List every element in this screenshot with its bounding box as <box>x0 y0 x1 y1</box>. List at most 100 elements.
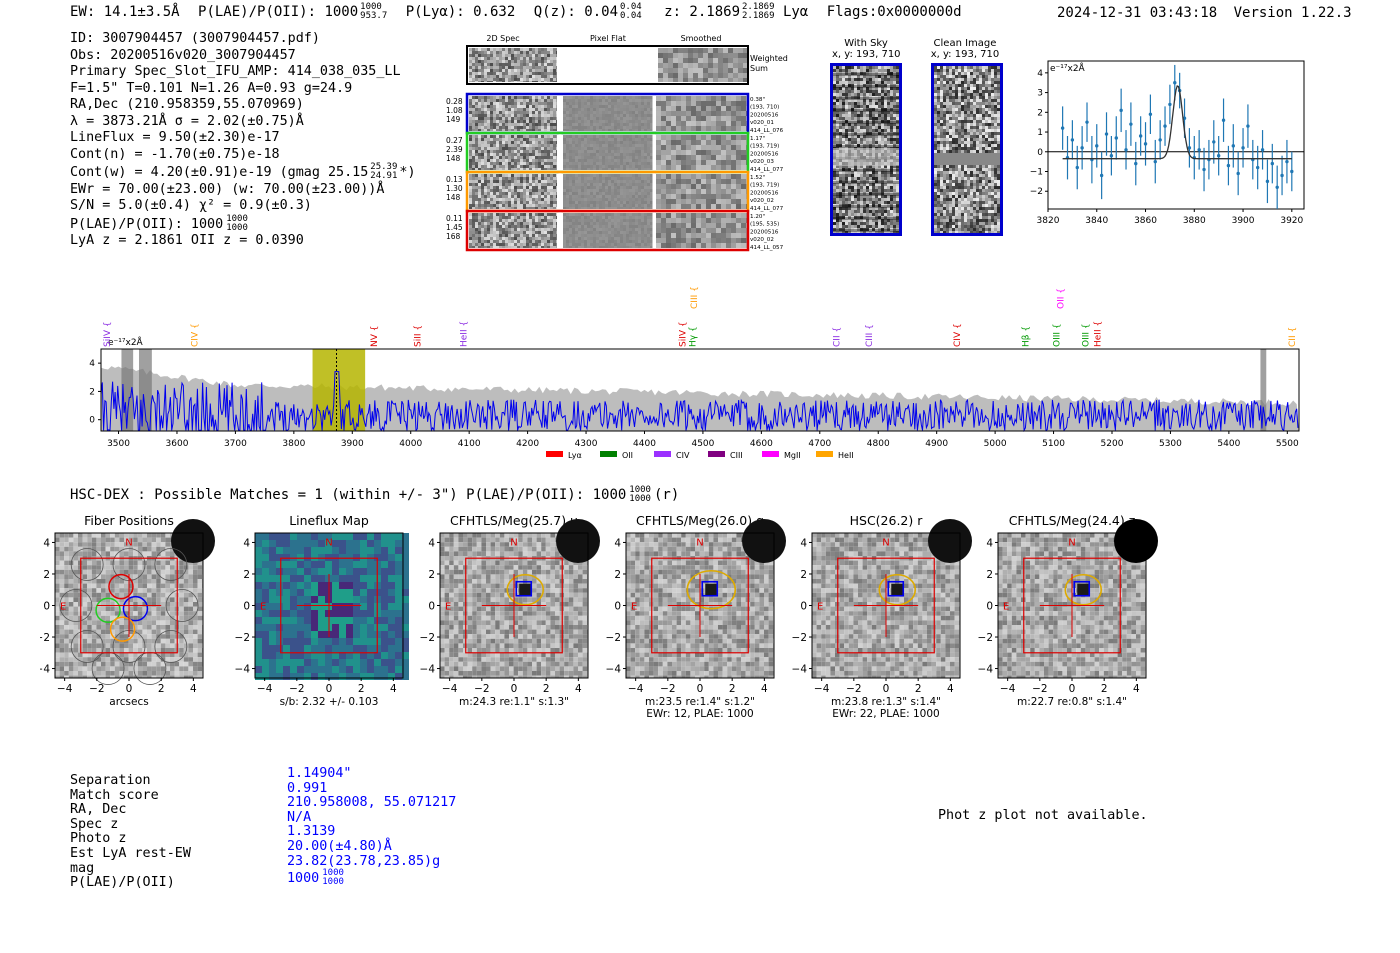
lineflux-pixel <box>346 575 353 582</box>
lineflux-pixel <box>255 617 262 624</box>
header-z-lo: 2.1869 <box>742 11 775 21</box>
summary-label-mag: mag <box>70 860 95 876</box>
matches-text: HSC-DEX : Possible Matches = 1 (within +… <box>70 487 627 503</box>
panel-xtick-label: 0 <box>511 683 518 695</box>
spec-masked-band <box>1260 349 1267 431</box>
col-flat-label: Pixel Flat <box>590 34 626 43</box>
spec-line-label: OIII { <box>1082 323 1092 347</box>
lineflux-pixel <box>388 659 395 666</box>
lineflux-pixel <box>353 533 360 540</box>
lineflux-pixel <box>339 561 346 568</box>
panel-xtick-label: 0 <box>326 683 333 695</box>
cutout-left-stat: 0.27 <box>446 136 463 145</box>
header-timestamp: 2024-12-31 03:43:18 <box>1057 5 1218 21</box>
info-ewr: EWr = 70.00(±23.00) (w: 70.00(±23.00))Å <box>70 181 385 197</box>
lineflux-pixel <box>318 652 325 659</box>
lineflux-pixel <box>339 617 346 624</box>
info-lineflux: LineFlux = 9.50(±2.30)e-17 <box>70 130 280 145</box>
imaging-panel-title: Fiber Positions <box>84 513 174 528</box>
lineflux-pixel <box>304 561 311 568</box>
lineflux-pixel <box>290 540 297 547</box>
panel-ytick-label: 2 <box>428 569 435 581</box>
lineflux-pixel <box>304 617 311 624</box>
lineflux-pixel <box>353 638 360 645</box>
lineflux-pixel <box>269 533 276 540</box>
lineflux-pixel <box>311 631 318 638</box>
lineflux-pixel <box>283 540 290 547</box>
lineflux-pixel <box>269 561 276 568</box>
info-primary-slot: Primary Spec_Slot_IFU_AMP: 414_038_035_L… <box>70 64 401 79</box>
lineflux-pixel <box>381 631 388 638</box>
lineflux-pixel <box>332 610 339 617</box>
lineflux-pixel <box>311 540 318 547</box>
lineflux-pixel <box>276 596 283 603</box>
zoom-line-fit-chart: e⁻¹⁷x2Å 4 3 2 1 0 −1 −2 3820 3840 3860 3880 3900 3920 <box>1030 60 1305 226</box>
lineflux-pixel <box>269 666 276 673</box>
zoom-data-point <box>1270 161 1275 166</box>
search-box <box>837 557 935 654</box>
lineflux-pixel <box>262 631 269 638</box>
panel-ytick-label: 2 <box>800 569 807 581</box>
summary-value-separation: 1.14904" <box>287 766 352 781</box>
ws-smooth-noise <box>658 48 747 82</box>
lineflux-pixel <box>276 645 283 652</box>
lineflux-pixel <box>297 610 304 617</box>
spec-ytick-label: 0 <box>89 416 95 426</box>
imaging-panel-title: HSC(26.2) r <box>850 513 924 528</box>
cutout-right-stat: (195, 535) <box>750 222 779 228</box>
lineflux-pixel <box>346 589 353 596</box>
lineflux-pixel <box>318 610 325 617</box>
zoom-data-point <box>1085 120 1089 124</box>
lineflux-pixel <box>395 603 402 610</box>
zoom-data-point <box>1143 142 1148 146</box>
lineflux-pixel <box>311 554 318 561</box>
header-z: z: 2.1869 <box>664 4 740 20</box>
lineflux-pixel <box>346 582 353 589</box>
col-2d-label: 2D Spec <box>486 34 519 43</box>
lineflux-pixel <box>318 638 325 645</box>
lineflux-pixel <box>255 568 262 575</box>
lineflux-pixel <box>283 547 290 554</box>
zoom-data-point <box>1119 108 1123 113</box>
source-core <box>891 583 904 596</box>
search-box <box>465 557 563 654</box>
panel-ytick-label: 0 <box>986 601 993 613</box>
lineflux-pixel <box>367 575 374 582</box>
spec-masked-band <box>138 349 152 431</box>
lineflux-pixel <box>332 589 339 596</box>
fiber-circle <box>70 630 104 663</box>
panel-xtick-label: 4 <box>947 683 954 695</box>
summary-plae-range: 1000 1000 <box>322 869 344 887</box>
info-plae-lo: 1000 <box>226 222 248 233</box>
lineflux-pixel <box>360 659 367 666</box>
lineflux-pixel <box>283 582 290 589</box>
info-gmag-close: *) <box>399 165 416 180</box>
lineflux-pixel <box>297 666 304 673</box>
lineflux-pixel <box>255 659 262 666</box>
header-bar: EW: 14.1±3.5Å P(LAE)/P(OII): 1000 1000 953… <box>70 3 962 21</box>
cutout-right-stat: 414_LL_077 <box>750 206 784 212</box>
panel-ytick-label: 2 <box>614 569 621 581</box>
lineflux-pixel <box>262 610 269 617</box>
lineflux-pixel <box>381 652 388 659</box>
lineflux-pixel <box>262 673 269 680</box>
source-match-box <box>515 580 533 597</box>
lineflux-pixel <box>402 582 409 589</box>
zoom-data-point <box>1114 136 1118 140</box>
weighted-label-1: Weighted <box>750 54 788 63</box>
lineflux-pixel <box>381 659 388 666</box>
lineflux-pixel <box>297 638 304 645</box>
spec-xtick-label: 5100 <box>1042 439 1065 449</box>
lineflux-pixel <box>283 596 290 603</box>
lineflux-pixel <box>318 645 325 652</box>
lineflux-pixel <box>283 652 290 659</box>
lineflux-pixel <box>367 617 374 624</box>
bright-star-mask <box>1114 519 1158 563</box>
spec-ylabel: e⁻¹⁷x2Å <box>108 336 144 348</box>
image-pixels <box>55 533 203 678</box>
lineflux-pixel <box>276 652 283 659</box>
source-match-box <box>887 580 905 597</box>
zoom-data-point <box>1099 173 1104 178</box>
lineflux-pixel <box>402 554 409 561</box>
spec-legend-label: MgII <box>784 451 801 460</box>
